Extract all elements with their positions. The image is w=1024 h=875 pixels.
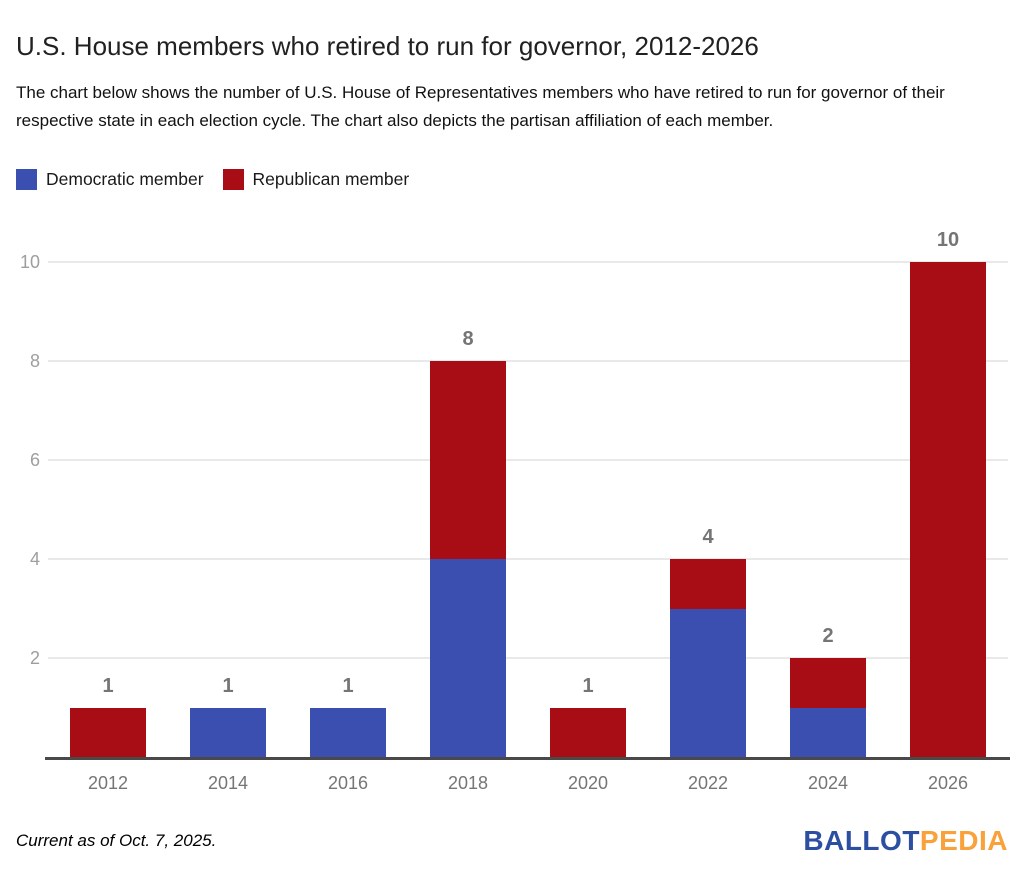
bar-value-label-2026: 10: [936, 229, 960, 251]
x-axis-line: [45, 757, 1010, 760]
bar-value-label-2016: 1: [342, 674, 354, 697]
bar-segment-2020-republican: [550, 707, 626, 757]
chart-subtitle: The chart below shows the number of U.S.…: [16, 83, 945, 130]
gridline-4: [48, 558, 1008, 560]
gridline-10: [48, 261, 1008, 263]
x-axis-label-2024: 2024: [807, 773, 849, 793]
bar-2012: [70, 707, 146, 757]
legend-label-republican: Republican member: [252, 169, 410, 189]
bar-value-label-2014: 1: [222, 674, 234, 697]
bar-segment-2014-democratic: [190, 707, 266, 757]
y-axis-label-4: 4: [29, 549, 40, 569]
bar-2020: [550, 707, 626, 757]
bar-value-label-2024: 2: [822, 625, 834, 647]
x-axis-label-2018: 2018: [447, 773, 489, 793]
bar-segment-2018-republican: [430, 361, 506, 559]
bar-2014: [190, 707, 266, 757]
logo-part-ballot: BALLOT: [803, 825, 920, 856]
bar-value-label-2018: 8: [462, 328, 474, 350]
bar-segment-2024-democratic: [790, 707, 866, 757]
bar-2024: [790, 658, 866, 757]
bar-2018: [430, 361, 506, 757]
legend-label-democratic: Democratic member: [46, 169, 204, 189]
x-axis-label-2020: 2020: [567, 773, 609, 793]
bar-segment-2022-democratic: [670, 608, 746, 757]
legend-swatch-democratic: [16, 169, 37, 190]
bar-value-label-2012: 1: [102, 674, 114, 697]
footer-note: Current as of Oct. 7, 2025.: [16, 831, 217, 850]
chart-title: U.S. House members who retired to run fo…: [16, 31, 759, 62]
legend-item-republican: Republican member: [222, 169, 410, 190]
gridline-6: [48, 459, 1008, 461]
bar-segment-2022-republican: [670, 559, 746, 609]
legend-item-democratic: Democratic member: [16, 169, 204, 190]
gridline-2: [48, 657, 1008, 659]
ballotpedia-logo: BALLOTPEDIA: [803, 825, 1008, 857]
x-axis-label-2026: 2026: [927, 773, 969, 793]
x-axis-label-2016: 2016: [327, 773, 369, 793]
bar-value-label-2020: 1: [582, 674, 594, 697]
bar-2026: [910, 262, 986, 757]
y-axis-label-8: 8: [29, 351, 40, 371]
bar-segment-2012-republican: [70, 707, 146, 757]
y-axis-label-6: 6: [29, 450, 40, 470]
x-axis-label-2012: 2012: [87, 773, 129, 793]
chart-area: 2 4 6 8 10 1 2012 1 2014 1 2016 8 2018 1 2020 4 2022 2 202…: [0, 229, 1024, 830]
gridline-8: [48, 360, 1008, 362]
bar-segment-2024-republican: [790, 658, 866, 708]
bar-segment-2018-democratic: [430, 559, 506, 757]
bar-2022: [670, 559, 746, 757]
legend-swatch-republican: [222, 169, 244, 190]
bar-value-label-2022: 4: [702, 526, 714, 548]
x-axis-label-2022: 2022: [687, 773, 729, 793]
bar-segment-2016-democratic: [310, 707, 386, 757]
bar-segment-2026-republican: [910, 262, 986, 757]
y-axis-label-10: 10: [19, 252, 40, 272]
y-axis-label-2: 2: [29, 648, 40, 668]
x-axis-label-2014: 2014: [207, 773, 249, 793]
logo-part-pedia: PEDIA: [919, 825, 1008, 856]
legend: Democratic member Republican member: [16, 169, 409, 190]
bar-2016: [310, 707, 386, 757]
